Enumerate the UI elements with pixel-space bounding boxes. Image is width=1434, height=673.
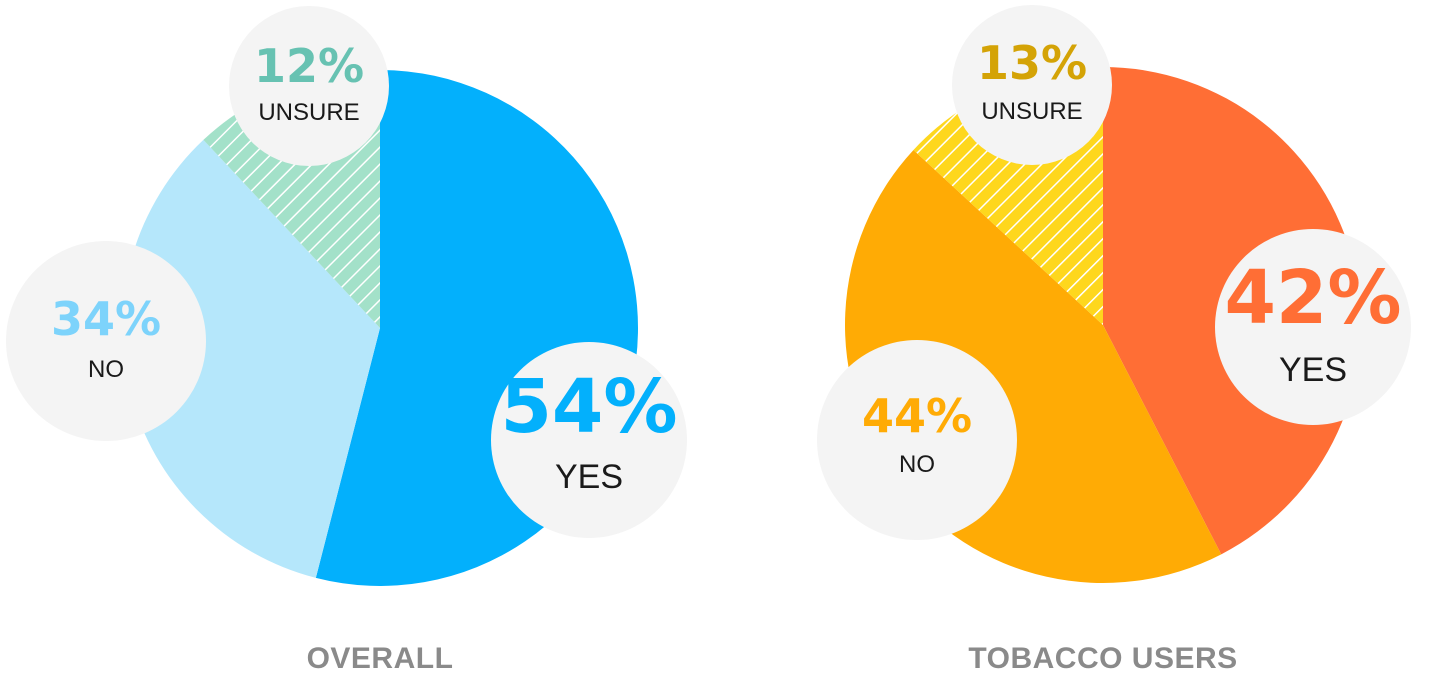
data-label-category: YES bbox=[555, 458, 623, 496]
slice-label-unsure: 12% UNSURE bbox=[229, 6, 389, 166]
label-bubble bbox=[229, 6, 389, 166]
slice-label-unsure: 13% UNSURE bbox=[952, 5, 1112, 165]
data-label-category: NO bbox=[899, 451, 935, 478]
data-label-category: UNSURE bbox=[258, 99, 359, 126]
pie-slice-no bbox=[121, 139, 380, 578]
data-label-percent: 44% bbox=[862, 389, 972, 443]
label-bubble bbox=[6, 241, 206, 441]
pie-chart-2: 42% YES 44% NO 13% UNSURE TOBACCO USERS bbox=[817, 5, 1411, 673]
data-label-category: UNSURE bbox=[981, 98, 1082, 125]
slice-label-yes: 54% YES bbox=[491, 342, 687, 538]
label-bubble bbox=[952, 5, 1112, 165]
chart-title: OVERALL bbox=[307, 642, 454, 673]
data-label-percent: 13% bbox=[977, 36, 1087, 90]
slice-label-no: 34% NO bbox=[6, 241, 206, 441]
data-label-percent: 54% bbox=[500, 364, 677, 450]
label-bubble bbox=[491, 342, 687, 538]
chart-title: TOBACCO USERS bbox=[968, 642, 1237, 673]
data-label-percent: 42% bbox=[1224, 255, 1401, 341]
data-label-percent: 12% bbox=[254, 39, 364, 93]
slice-label-no: 44% NO bbox=[817, 340, 1017, 540]
label-bubble bbox=[817, 340, 1017, 540]
slice-label-yes: 42% YES bbox=[1215, 229, 1411, 425]
data-label-category: YES bbox=[1279, 351, 1347, 389]
data-label-percent: 34% bbox=[51, 292, 161, 346]
label-bubble bbox=[1215, 229, 1411, 425]
data-label-category: NO bbox=[88, 356, 124, 383]
pie-chart-1: 54% YES 34% NO 12% UNSURE OVERALL bbox=[6, 6, 687, 673]
